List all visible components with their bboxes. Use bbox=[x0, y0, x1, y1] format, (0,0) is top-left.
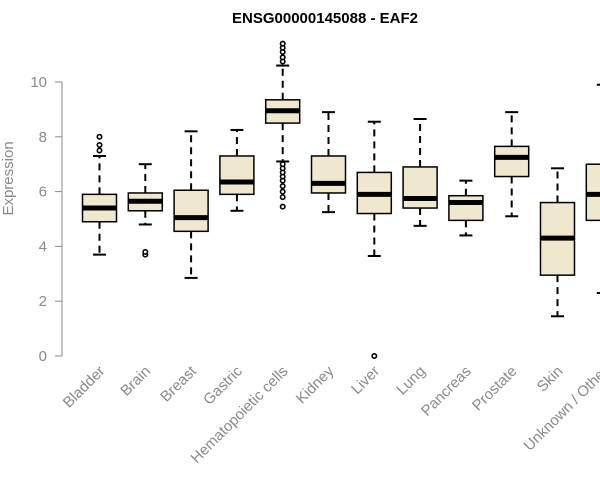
y-tick-label: 0 bbox=[39, 348, 47, 365]
x-tick-label: Lung bbox=[393, 363, 429, 399]
y-tick-label: 10 bbox=[30, 74, 47, 91]
box-lung bbox=[402, 117, 438, 227]
chart-title: ENSG00000145088 - EAF2 bbox=[232, 10, 418, 27]
outlier-point bbox=[96, 133, 103, 140]
boxes-group bbox=[81, 40, 600, 359]
outlier-point bbox=[279, 188, 286, 195]
y-tick-label: 6 bbox=[39, 184, 47, 201]
box-bladder bbox=[81, 133, 118, 256]
outlier-point bbox=[96, 142, 103, 149]
outlier-point bbox=[279, 203, 286, 210]
box-brain bbox=[127, 163, 164, 258]
x-tick-label: Breast bbox=[157, 362, 200, 405]
y-tick-label: 8 bbox=[39, 129, 47, 146]
x-tick-label: Liver bbox=[348, 363, 383, 398]
box-prostate bbox=[493, 111, 530, 218]
y-tick-label: 4 bbox=[39, 238, 47, 255]
y-tick-label: 2 bbox=[39, 293, 47, 310]
box-unknown-other bbox=[585, 83, 600, 294]
outlier-point bbox=[279, 161, 286, 168]
iqr-box bbox=[493, 145, 530, 178]
iqr-box bbox=[310, 155, 347, 194]
outlier-point bbox=[279, 40, 286, 47]
box-pancreas bbox=[448, 179, 484, 237]
box-breast bbox=[173, 130, 209, 279]
outlier-point bbox=[279, 54, 286, 61]
x-tick-label: Pancreas bbox=[418, 363, 475, 420]
outlier-point bbox=[279, 183, 286, 190]
x-tick-label: Prostate bbox=[469, 363, 521, 415]
outlier-point bbox=[142, 248, 149, 255]
y-axis-title: Expression bbox=[0, 141, 17, 215]
outlier-point bbox=[279, 194, 286, 201]
outlier-point bbox=[96, 147, 103, 154]
box-kidney bbox=[310, 111, 347, 214]
x-tick-label: Gastric bbox=[200, 362, 246, 408]
x-tick-label: Bladder bbox=[60, 363, 109, 412]
x-tick-label: Kidney bbox=[293, 362, 338, 407]
box-hematopoietic-cells bbox=[264, 40, 301, 210]
x-tick-label: Brain bbox=[117, 363, 154, 400]
box-liver bbox=[356, 120, 393, 359]
y-axis-ticks: 0 2 4 6 8 10 bbox=[30, 74, 62, 365]
iqr-box bbox=[448, 194, 484, 222]
iqr-box bbox=[173, 189, 209, 233]
x-tick-label: Skin bbox=[534, 363, 567, 396]
iqr-box bbox=[402, 166, 438, 209]
iqr-box bbox=[219, 155, 255, 196]
box-skin bbox=[539, 167, 576, 318]
box-gastric bbox=[219, 128, 255, 212]
outlier-point bbox=[371, 352, 378, 359]
